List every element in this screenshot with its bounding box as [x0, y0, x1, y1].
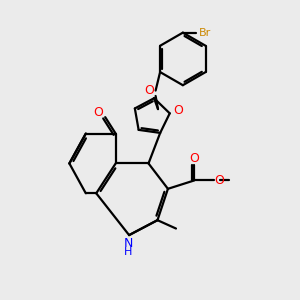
- Text: O: O: [189, 152, 199, 165]
- Text: O: O: [173, 104, 183, 118]
- Text: H: H: [124, 247, 133, 256]
- Text: O: O: [94, 106, 103, 119]
- Text: O: O: [144, 84, 154, 97]
- Text: Br: Br: [199, 28, 211, 38]
- Text: O: O: [214, 174, 224, 187]
- Text: N: N: [124, 237, 133, 250]
